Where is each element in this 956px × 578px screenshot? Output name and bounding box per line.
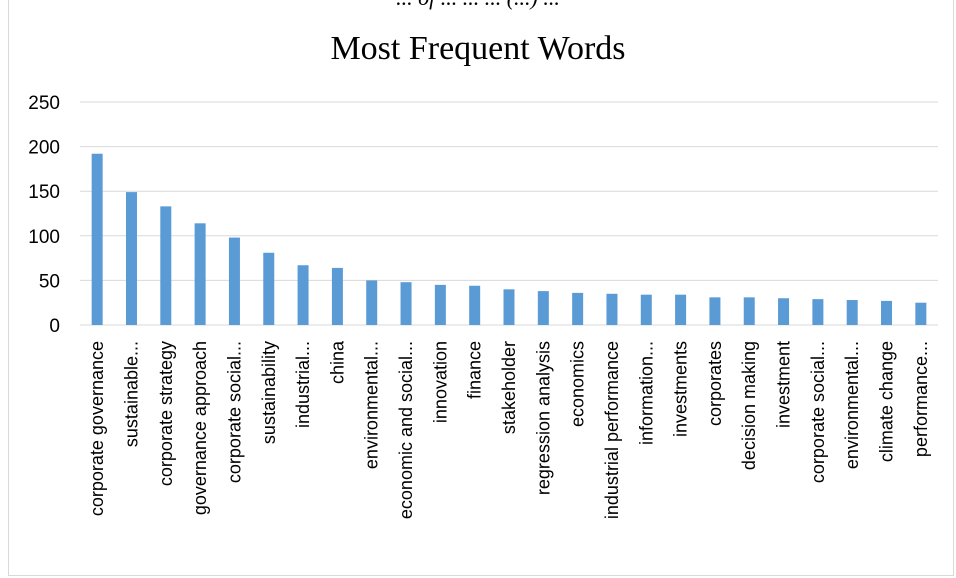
x-tick-label: information...: [636, 341, 656, 445]
bar: [743, 297, 755, 325]
x-tick-label: investment: [774, 341, 794, 428]
bar: [675, 294, 687, 325]
x-tick-label: corporate social...: [808, 341, 828, 483]
bar: [469, 285, 481, 325]
x-tick-label: sustainable...: [121, 341, 141, 447]
bar: [263, 252, 275, 325]
x-tick-label: corporate social...: [224, 341, 244, 483]
x-tick-label: investments: [671, 341, 691, 437]
bar: [194, 223, 206, 325]
x-tick-label: corporates: [705, 341, 725, 426]
y-tick-label: 250: [28, 93, 60, 114]
bar: [366, 280, 378, 325]
x-tick-label: climate change: [877, 341, 897, 462]
bar: [812, 299, 824, 325]
bars: [91, 153, 927, 325]
x-tick-label: industrial...: [293, 341, 313, 428]
x-axis-ticks: corporate governance sustainable... corpor…: [87, 340, 931, 519]
bar: [846, 300, 858, 325]
bar: [572, 292, 584, 325]
bar: [640, 294, 652, 325]
bar: [400, 282, 412, 325]
bar: [125, 192, 137, 325]
x-tick-label: environmental...: [362, 341, 382, 469]
x-tick-label: economic and social...: [396, 341, 416, 519]
x-tick-label: regression analysis: [533, 341, 553, 495]
x-tick-label: finance: [465, 341, 485, 399]
x-tick-label: china: [327, 340, 347, 384]
x-tick-label: governance approach: [190, 341, 210, 515]
x-tick-label: innovation: [430, 341, 450, 423]
y-tick-label: 150: [28, 182, 60, 203]
x-tick-label: corporate governance: [87, 341, 107, 516]
chart-title: Most Frequent Words: [330, 30, 626, 67]
bar: [331, 267, 343, 325]
bar: [228, 237, 240, 325]
x-tick-label: stakeholder: [499, 341, 519, 434]
y-tick-label: 50: [39, 271, 60, 292]
x-tick-label: decision making: [739, 341, 759, 470]
x-tick-label: environmental...: [842, 341, 862, 469]
bar: [709, 297, 721, 325]
x-tick-label: industrial performance: [602, 341, 622, 519]
bar: [160, 206, 172, 325]
bar: [297, 265, 309, 325]
y-tick-label: 100: [28, 227, 60, 248]
bar: [915, 302, 927, 325]
bar: [881, 300, 893, 325]
x-tick-label: performance...: [911, 341, 931, 457]
bar: [91, 153, 103, 325]
y-axis-ticks: 0 50 100 150 200 250: [28, 93, 60, 337]
bar: [778, 298, 790, 325]
bar: [503, 289, 515, 325]
top-caption: ... of ... ... ... (...) ...: [8, 0, 948, 10]
x-tick-label: sustainability: [259, 341, 279, 444]
bar: [434, 284, 446, 325]
y-tick-label: 0: [49, 316, 60, 337]
bar: [537, 291, 549, 325]
bar: [606, 293, 618, 325]
y-tick-label: 200: [28, 138, 60, 159]
x-tick-label: economics: [568, 341, 588, 427]
x-tick-label: corporate strategy: [156, 341, 176, 486]
